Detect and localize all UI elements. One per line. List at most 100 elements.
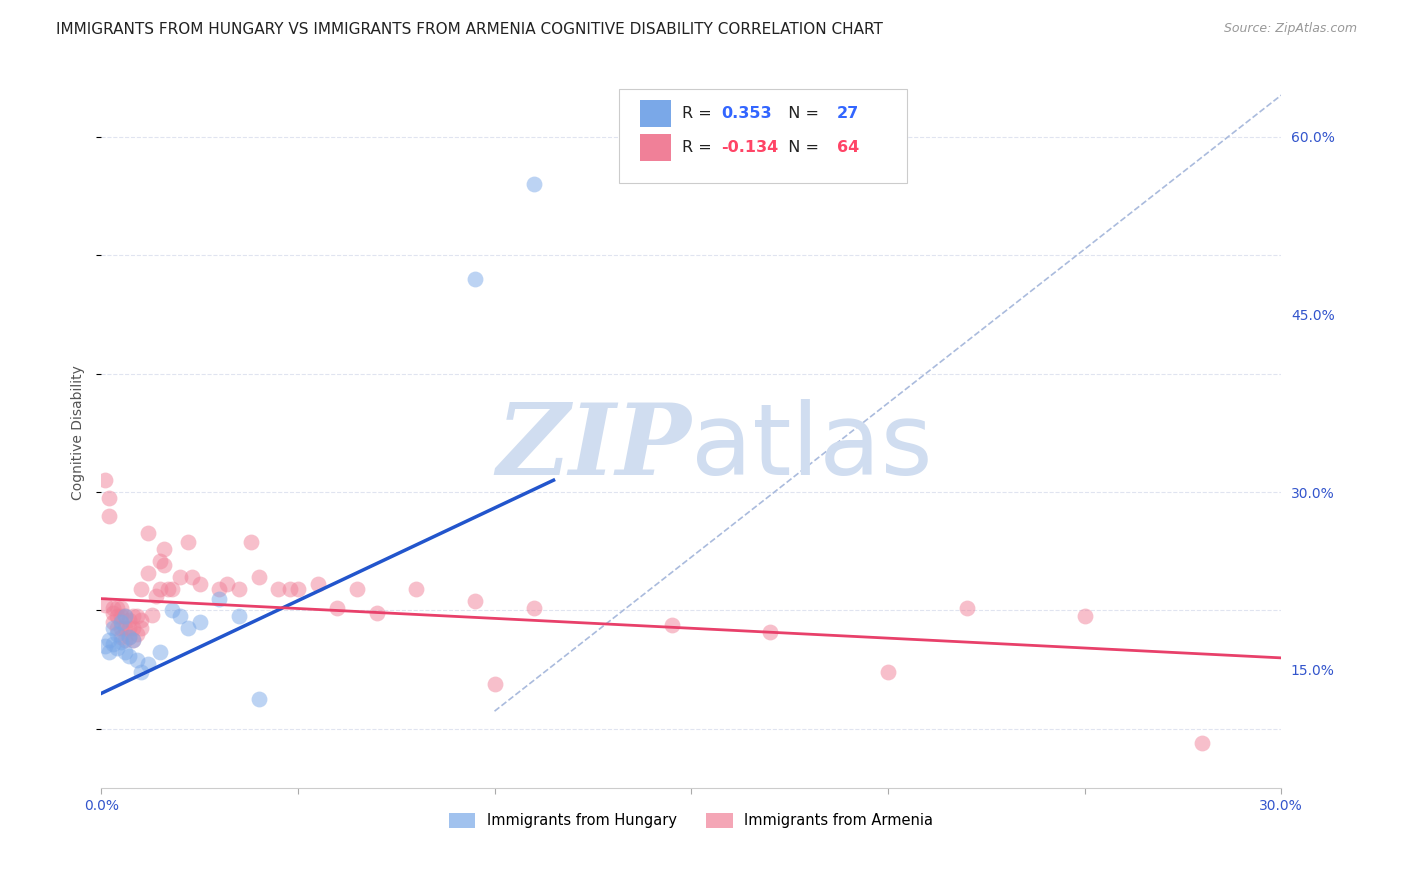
Point: [98, 491, 121, 505]
Point: [523, 177, 546, 191]
Text: -0.134: -0.134: [721, 140, 779, 154]
Point: [876, 665, 898, 679]
Point: [114, 609, 136, 624]
Point: [129, 613, 152, 627]
Point: [208, 582, 231, 597]
Point: [661, 617, 683, 632]
Point: [94, 473, 117, 487]
Text: atlas: atlas: [692, 399, 932, 496]
Point: [177, 621, 200, 635]
Point: [366, 606, 388, 620]
Point: [188, 577, 211, 591]
Point: [141, 608, 163, 623]
Point: [464, 272, 486, 286]
Text: Source: ZipAtlas.com: Source: ZipAtlas.com: [1223, 22, 1357, 36]
Point: [105, 601, 128, 615]
Point: [129, 582, 152, 597]
Point: [149, 645, 172, 659]
Point: [121, 609, 143, 624]
Point: [138, 566, 160, 580]
Point: [105, 627, 128, 641]
Point: [129, 665, 152, 679]
Point: [121, 633, 143, 648]
Point: [110, 615, 132, 630]
Point: [278, 582, 301, 597]
Point: [145, 589, 167, 603]
Point: [1191, 736, 1213, 750]
Legend: Immigrants from Hungary, Immigrants from Armenia: Immigrants from Hungary, Immigrants from…: [443, 807, 939, 834]
Point: [101, 621, 124, 635]
Point: [110, 630, 132, 644]
Point: [94, 639, 117, 653]
Point: [118, 648, 141, 663]
Point: [160, 582, 183, 597]
Text: 0.353: 0.353: [721, 106, 772, 120]
Text: ZIP: ZIP: [496, 399, 692, 495]
Point: [180, 570, 202, 584]
Point: [208, 591, 231, 606]
Point: [94, 598, 117, 612]
Point: [157, 582, 180, 597]
Point: [228, 582, 250, 597]
Text: 64: 64: [837, 140, 859, 154]
Text: IMMIGRANTS FROM HUNGARY VS IMMIGRANTS FROM ARMENIA COGNITIVE DISABILITY CORRELAT: IMMIGRANTS FROM HUNGARY VS IMMIGRANTS FR…: [56, 22, 883, 37]
Point: [177, 534, 200, 549]
Point: [188, 615, 211, 630]
Point: [101, 615, 124, 630]
Point: [114, 621, 136, 635]
Text: N =: N =: [778, 106, 824, 120]
Point: [105, 609, 128, 624]
Point: [346, 582, 368, 597]
Point: [110, 601, 132, 615]
Point: [118, 621, 141, 635]
Point: [247, 692, 270, 706]
Point: [110, 621, 132, 635]
Text: R =: R =: [682, 140, 717, 154]
Point: [405, 582, 427, 597]
Point: [228, 609, 250, 624]
Point: [110, 609, 132, 624]
Point: [149, 582, 172, 597]
Point: [169, 609, 191, 624]
Point: [114, 609, 136, 624]
Point: [98, 508, 121, 523]
Point: [307, 577, 329, 591]
Point: [105, 641, 128, 656]
Point: [239, 534, 262, 549]
Point: [153, 541, 176, 556]
Point: [125, 627, 148, 641]
Point: [217, 577, 239, 591]
Point: [149, 554, 172, 568]
Point: [484, 677, 506, 691]
Point: [160, 603, 183, 617]
Point: [110, 635, 132, 649]
Point: [138, 657, 160, 671]
Point: [105, 621, 128, 635]
Point: [118, 630, 141, 644]
Point: [121, 621, 143, 635]
Point: [287, 582, 309, 597]
Point: [759, 624, 782, 639]
Point: [118, 613, 141, 627]
Text: 27: 27: [837, 106, 859, 120]
Text: R =: R =: [682, 106, 717, 120]
Point: [98, 645, 121, 659]
Point: [129, 621, 152, 635]
Point: [267, 582, 290, 597]
Point: [101, 637, 124, 651]
Point: [114, 633, 136, 648]
Point: [121, 633, 143, 648]
Point: [101, 606, 124, 620]
Point: [114, 645, 136, 659]
Point: [125, 653, 148, 667]
Point: [153, 558, 176, 573]
Point: [138, 526, 160, 541]
Point: [955, 601, 977, 615]
Point: [464, 594, 486, 608]
Y-axis label: Cognitive Disability: Cognitive Disability: [72, 366, 86, 500]
Point: [118, 630, 141, 644]
Text: N =: N =: [778, 140, 824, 154]
Point: [125, 609, 148, 624]
Point: [1073, 609, 1095, 624]
Point: [101, 601, 124, 615]
